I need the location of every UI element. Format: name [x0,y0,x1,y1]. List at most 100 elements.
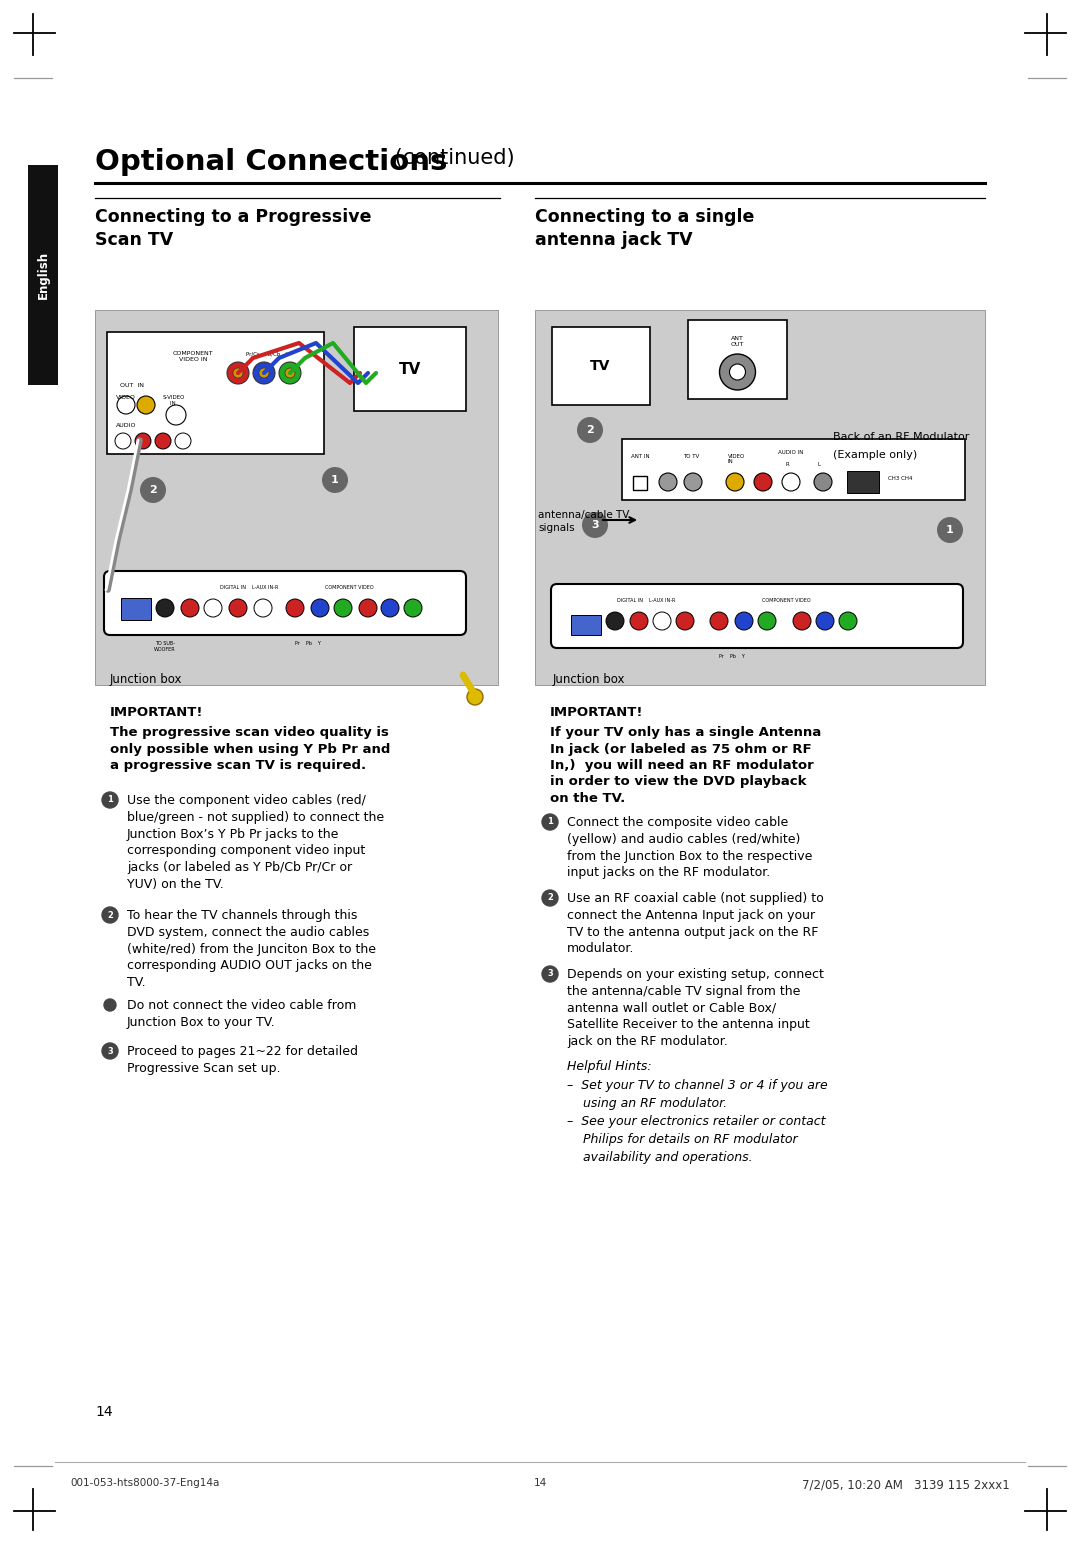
Text: ANT IN: ANT IN [631,454,650,459]
Circle shape [793,611,811,630]
Circle shape [684,472,702,491]
Text: 2: 2 [548,894,553,903]
Circle shape [816,611,834,630]
FancyBboxPatch shape [551,584,963,648]
Circle shape [542,967,558,982]
Circle shape [719,354,756,391]
Text: If your TV only has a single Antenna
In jack (or labeled as 75 ohm or RF
In,)  y: If your TV only has a single Antenna In … [550,726,821,804]
Circle shape [253,361,275,384]
Text: English: English [37,252,50,300]
Circle shape [140,477,166,503]
Circle shape [286,599,303,618]
Text: 14: 14 [95,1405,112,1419]
Circle shape [233,367,243,378]
Text: OUT  IN: OUT IN [120,383,144,388]
Circle shape [334,599,352,618]
Circle shape [754,472,772,491]
FancyBboxPatch shape [104,571,465,635]
Circle shape [735,611,753,630]
Text: ANT
OUT: ANT OUT [731,337,744,347]
Text: Back of an RF Modulator: Back of an RF Modulator [833,432,970,442]
Circle shape [137,395,156,414]
Circle shape [814,472,832,491]
FancyBboxPatch shape [121,598,151,621]
Text: S-VIDEO
    IN: S-VIDEO IN [163,395,186,406]
Circle shape [381,599,399,618]
Text: COMPONENT VIDEO: COMPONENT VIDEO [762,598,811,604]
FancyBboxPatch shape [354,327,465,411]
Text: 1: 1 [946,525,954,536]
Text: –  See your electronics retailer or contact: – See your electronics retailer or conta… [567,1115,825,1129]
Text: IMPORTANT!: IMPORTANT! [550,706,644,720]
Circle shape [542,814,558,831]
Circle shape [653,611,671,630]
Text: antenna/cable TV
signals: antenna/cable TV signals [538,510,630,533]
Text: 2: 2 [586,425,594,435]
FancyBboxPatch shape [633,476,647,489]
Text: Do not connect the video cable from
Junction Box to your TV.: Do not connect the video cable from Junc… [127,999,356,1028]
Circle shape [181,599,199,618]
Text: R: R [785,462,788,466]
Circle shape [175,432,191,449]
Circle shape [104,999,116,1011]
Text: 1: 1 [107,795,113,804]
Circle shape [156,432,171,449]
Circle shape [630,611,648,630]
Circle shape [285,367,295,378]
Circle shape [404,599,422,618]
Text: DIGITAL IN    L-AUX IN-R: DIGITAL IN L-AUX IN-R [220,585,279,590]
Circle shape [279,361,301,384]
Text: TV: TV [591,358,610,372]
Text: availability and operations.: availability and operations. [567,1150,753,1164]
FancyBboxPatch shape [621,438,964,500]
Circle shape [937,517,963,543]
Text: TO SUB-
WOOFER: TO SUB- WOOFER [154,641,176,652]
Text: Junction box: Junction box [553,673,625,686]
Text: Connecting to a Progressive
Scan TV: Connecting to a Progressive Scan TV [95,208,372,249]
Circle shape [322,466,348,493]
Circle shape [102,792,118,808]
Text: –  Set your TV to channel 3 or 4 if you are: – Set your TV to channel 3 or 4 if you a… [567,1079,827,1092]
Text: Connecting to a single
antenna jack TV: Connecting to a single antenna jack TV [535,208,754,249]
Text: Use an RF coaxial cable (not supplied) to
connect the Antenna Input jack on your: Use an RF coaxial cable (not supplied) t… [567,892,824,956]
Text: 2: 2 [107,911,113,920]
Text: To hear the TV channels through this
DVD system, connect the audio cables
(white: To hear the TV channels through this DVD… [127,909,376,990]
Text: L: L [818,462,821,466]
FancyBboxPatch shape [107,332,324,454]
Text: Depends on your existing setup, connect
the antenna/cable TV signal from the
ant: Depends on your existing setup, connect … [567,968,824,1048]
Text: 7/2/05, 10:20 AM   3139 115 2xxx1: 7/2/05, 10:20 AM 3139 115 2xxx1 [802,1478,1010,1492]
FancyBboxPatch shape [552,326,649,405]
Circle shape [229,599,247,618]
Text: VIDEO
IN: VIDEO IN [728,454,745,465]
Text: TO TV: TO TV [683,454,699,459]
Text: 001-053-hts8000-37-Eng14a: 001-053-hts8000-37-Eng14a [70,1478,219,1488]
Text: (continued): (continued) [388,148,515,168]
Circle shape [114,432,131,449]
Text: COMPONENT
VIDEO IN: COMPONENT VIDEO IN [173,350,214,361]
Text: Proceed to pages 21~22 for detailed
Progressive Scan set up.: Proceed to pages 21~22 for detailed Prog… [127,1045,357,1075]
Circle shape [102,906,118,923]
Circle shape [606,611,624,630]
Circle shape [659,472,677,491]
Circle shape [710,611,728,630]
Circle shape [577,417,603,443]
Circle shape [156,599,174,618]
FancyBboxPatch shape [688,320,787,398]
Circle shape [467,689,483,706]
Circle shape [204,599,222,618]
Text: Pr/Cr   Pb/Cb   Y: Pr/Cr Pb/Cb Y [246,350,288,357]
Text: 3: 3 [591,520,598,530]
Circle shape [227,361,249,384]
Circle shape [726,472,744,491]
Text: CH3 CH4: CH3 CH4 [888,476,913,482]
Text: The progressive scan video quality is
only possible when using Y Pb Pr and
a pro: The progressive scan video quality is on… [110,726,390,772]
Text: AUDIO IN: AUDIO IN [778,449,804,455]
Text: (Example only): (Example only) [833,449,917,460]
Text: COMPONENT VIDEO: COMPONENT VIDEO [325,585,374,590]
Text: 3: 3 [548,970,553,979]
Text: Use the component video cables (red/
blue/green - not supplied) to connect the
J: Use the component video cables (red/ blu… [127,794,384,891]
Text: AUDIO: AUDIO [116,423,136,428]
Text: Helpful Hints:: Helpful Hints: [567,1061,651,1073]
Text: Philips for details on RF modulator: Philips for details on RF modulator [567,1133,798,1146]
Bar [95,310,498,686]
